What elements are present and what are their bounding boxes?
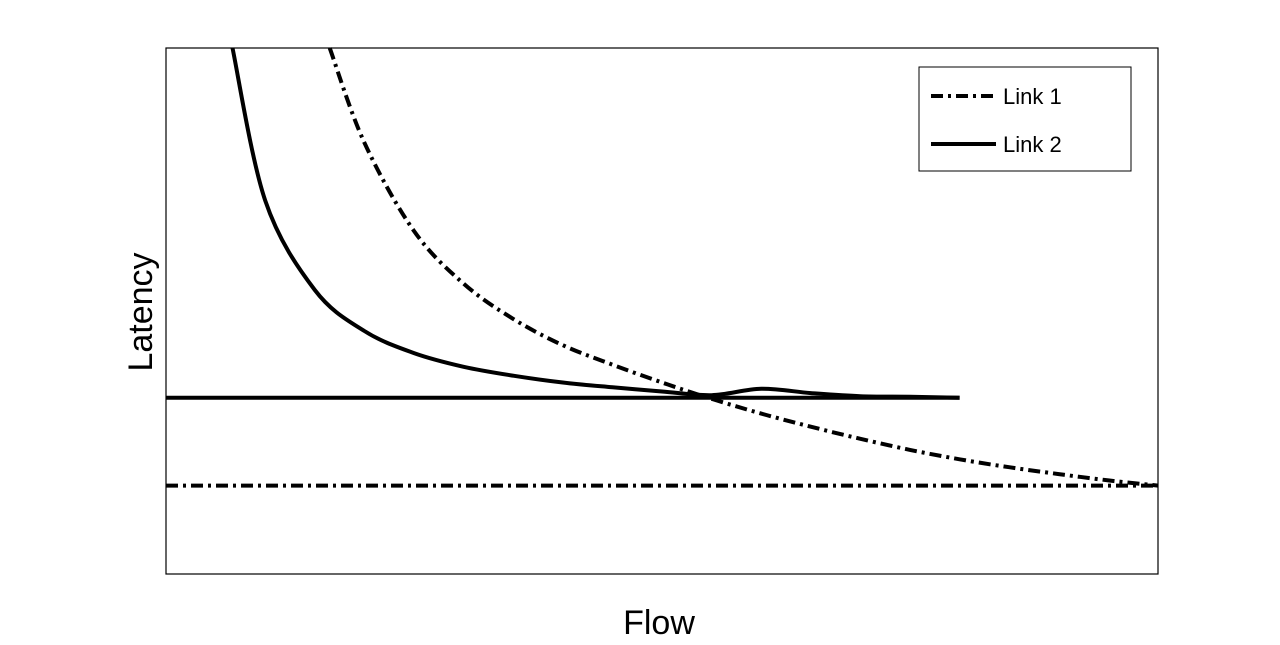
- legend: Link 1 Link 2: [918, 66, 1132, 172]
- legend-label-link-1: Link 1: [1003, 84, 1062, 109]
- legend-box: [918, 66, 1132, 172]
- series-line-link-2-1: [230, 47, 960, 400]
- x-axis-label: Flow: [623, 604, 695, 642]
- y-axis-label: Latency: [122, 252, 160, 371]
- series-layer: [166, 47, 1159, 488]
- plot-area-frame: [165, 47, 1159, 575]
- legend-label-link-2: Link 2: [1003, 132, 1062, 157]
